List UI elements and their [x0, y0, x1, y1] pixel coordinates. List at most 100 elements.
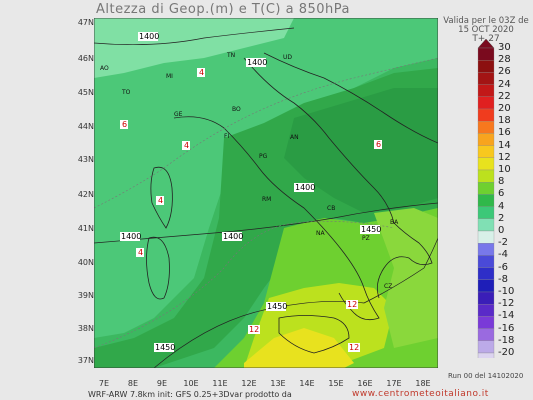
colorbar-swatch — [477, 182, 495, 195]
lon-label: 14E — [299, 379, 315, 388]
colorbar-swatch — [477, 47, 495, 61]
colorbar-swatch — [477, 352, 495, 358]
colorbar-swatch — [477, 206, 495, 219]
city-label: UD — [283, 54, 292, 61]
lat-label: 43N — [77, 155, 94, 164]
colorbar-value-label: 20 — [498, 103, 511, 114]
city-label: AN — [290, 134, 299, 141]
contour-label: 1400 — [295, 183, 315, 192]
city-label: FI — [224, 133, 229, 140]
colorbar-value-label: -8 — [498, 273, 508, 285]
colorbar-value-label: 24 — [498, 78, 511, 90]
run-info: Run 00 del 14102020 — [448, 372, 524, 380]
colorbar-swatch — [477, 304, 495, 317]
lat-label: 46N — [77, 54, 94, 63]
lat-label: 41N — [77, 224, 94, 233]
colorbar-swatch — [477, 291, 495, 305]
colorbar-swatch — [477, 340, 495, 354]
temp-label: 4 — [199, 68, 204, 77]
city-label: MI — [166, 73, 173, 80]
temp-band-8-core — [284, 88, 438, 213]
city-label: CB — [327, 205, 335, 212]
colorbar-swatch — [477, 328, 495, 341]
city-label: TN — [226, 52, 235, 59]
lon-label: 10E — [183, 379, 199, 388]
city-label: GE — [174, 111, 183, 118]
lat-label: 38N — [77, 324, 94, 333]
coastlines — [146, 52, 438, 354]
colorbar-value-label: -18 — [498, 334, 515, 346]
colorbar-swatch — [477, 169, 495, 183]
colorbar-top-arrow — [477, 38, 495, 49]
colorbar-value-label: 16 — [498, 127, 511, 139]
colorbar-value-label: 8 — [498, 176, 505, 188]
colorbar-swatch — [477, 230, 495, 244]
colorbar-value-label: -12 — [498, 298, 515, 310]
lon-label: 8E — [127, 379, 139, 388]
colorbar-swatch — [477, 218, 495, 232]
temp-band-10-east — [374, 208, 438, 348]
city-label: RM — [262, 196, 271, 203]
temp-label-group: 4 6 4 4 4 6 12 12 12 — [120, 68, 382, 352]
colorbar-value-label: -20 — [498, 347, 515, 358]
colorbar-swatch — [477, 255, 495, 268]
contour-label: 1450 — [361, 225, 381, 234]
temperature-isotherms — [94, 57, 438, 349]
city-label: BA — [390, 219, 399, 226]
city-label: PG — [259, 153, 268, 160]
temp-label: 4 — [184, 141, 189, 150]
temp-band-4-west — [94, 18, 438, 338]
colorbar-swatch — [477, 133, 495, 146]
contour-label: 1400 — [121, 232, 141, 241]
valid-date: 15 OCT 2020 — [458, 25, 514, 35]
temp-label: 4 — [138, 248, 143, 257]
weather-map: 1400 1400 1400 1400 1400 1450 1450 1450 … — [94, 18, 438, 368]
model-info: WRF-ARW 7.8km init: GFS 0.25+3Dvar prodo… — [88, 390, 292, 399]
colorbar-value-label: 30 — [498, 42, 511, 53]
website-link[interactable]: www.centrometeoitaliano.it — [352, 389, 489, 399]
colorbar-value-label: 4 — [498, 200, 505, 212]
city-label: CZ — [384, 283, 392, 290]
temp-band-14 — [244, 328, 354, 368]
contour-label-group: 1400 1400 1400 1400 1400 1450 1450 1450 — [120, 32, 381, 352]
colorbar-value-label: 0 — [498, 225, 505, 236]
colorbar-swatch — [477, 316, 495, 329]
temp-label: 6 — [376, 140, 381, 149]
lat-label: 45N — [77, 88, 94, 97]
lat-label: 40N — [77, 258, 94, 267]
colorbar-value-label: -10 — [498, 286, 515, 297]
temp-label: 12 — [347, 300, 357, 309]
colorbar-swatch — [477, 145, 495, 158]
temp-label: 12 — [249, 325, 259, 334]
lon-label: 12E — [241, 379, 257, 388]
colorbar-value-label: -14 — [498, 310, 515, 322]
lon-label: 13E — [270, 379, 286, 388]
map-title: Altezza di Geop.(m) e T(C) a 850hPa — [96, 2, 350, 17]
colorbar-swatch — [477, 267, 495, 280]
colorbar-swatch — [477, 84, 495, 97]
valid-line-1: Valida per le 03Z de — [443, 16, 529, 26]
city-label: AO — [100, 65, 109, 72]
colorbar-value-label: 6 — [498, 188, 505, 200]
lon-label: 9E — [156, 379, 168, 388]
city-group: AO TO MI BO FI PG RM CB NA BA PZ CZ AN T… — [100, 52, 399, 290]
colorbar-value-label: -16 — [498, 322, 515, 334]
lon-label: 11E — [212, 379, 228, 388]
colorbar-value-label: -6 — [498, 261, 508, 273]
contour-label: 1400 — [223, 232, 243, 241]
city-label: BO — [232, 106, 241, 113]
colorbar-value-label: 26 — [498, 66, 511, 78]
colorbar-swatch — [477, 121, 495, 134]
colorbar-swatch — [477, 157, 495, 171]
temp-label: 6 — [122, 120, 127, 129]
contour-label: 1450 — [267, 302, 287, 311]
city-label: TO — [121, 89, 131, 96]
lat-label: 42N — [77, 190, 94, 199]
temp-label: 12 — [349, 343, 359, 352]
lon-label: 17E — [386, 379, 402, 388]
contour-label: 1400 — [139, 32, 159, 41]
lat-label: 44N — [77, 122, 94, 131]
colorbar-swatch — [477, 96, 495, 110]
colorbar-value-label: 2 — [498, 212, 505, 224]
colorbar-value-label: -2 — [498, 237, 508, 249]
